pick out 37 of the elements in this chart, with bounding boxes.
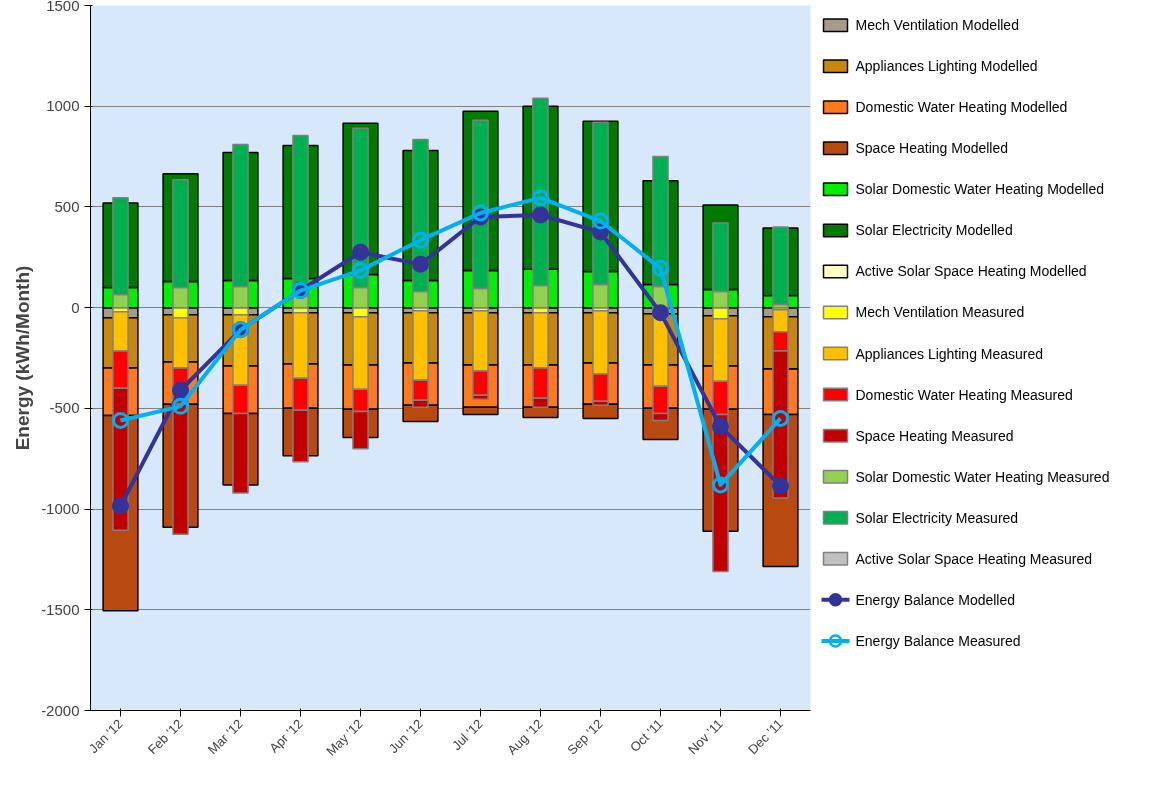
x-tick-label: Mar '12 — [204, 716, 246, 758]
legend-label: Appliances Lighting Measured — [855, 345, 1044, 362]
x-tick-label: May '12 — [323, 716, 366, 759]
legend-label: Energy Balance Modelled — [855, 591, 1016, 608]
legend-label: Domestic Water Heating Measured — [855, 386, 1073, 403]
legend-label: Solar Domestic Water Heating Modelled — [855, 181, 1104, 198]
x-tick-label: Apr '12 — [266, 716, 306, 756]
y-tick-label: 1500 — [46, 0, 80, 14]
legend-label: Space Heating Modelled — [855, 140, 1009, 157]
x-tick-label: Aug '12 — [504, 716, 546, 758]
y-tick-label: -500 — [49, 399, 80, 417]
legend-label: Domestic Water Heating Modelled — [855, 99, 1068, 116]
x-tick-label: Oct '11 — [627, 716, 666, 755]
y-tick-label: -2000 — [41, 701, 80, 719]
legend-label: Solar Electricity Modelled — [855, 222, 1013, 239]
legend-label: Space Heating Measured — [855, 427, 1014, 444]
y-tick-label: -1000 — [41, 500, 80, 518]
x-tick-label: Feb '12 — [144, 716, 186, 758]
x-tick-label: Jul '12 — [448, 716, 486, 754]
legend-label: Solar Domestic Water Heating Measured — [855, 468, 1110, 485]
legend-label: Solar Electricity Measured — [855, 509, 1019, 526]
x-tick-label: Dec '11 — [744, 716, 786, 757]
y-tick-label: 500 — [54, 197, 80, 215]
legend-label: Energy Balance Measured — [855, 632, 1021, 649]
x-tick-label: Jan '12 — [85, 716, 126, 757]
x-tick-label: Sep '12 — [564, 716, 606, 758]
x-tick-label: Jun '12 — [385, 716, 426, 757]
y-tick-label: -1500 — [41, 600, 80, 618]
legend-label: Appliances Lighting Modelled — [855, 58, 1038, 75]
legend-label: Mech Ventilation Modelled — [855, 17, 1019, 34]
y-axis-title: Energy (kWh/Month) — [12, 265, 34, 451]
y-tick-label: 1000 — [46, 97, 80, 115]
legend-label: Mech Ventilation Measured — [855, 304, 1025, 321]
legend-label: Active Solar Space Heating Measured — [855, 550, 1093, 567]
y-tick-label: 0 — [71, 298, 80, 316]
legend-label: Active Solar Space Heating Modelled — [855, 263, 1087, 280]
x-tick-label: Nov '11 — [684, 716, 726, 757]
